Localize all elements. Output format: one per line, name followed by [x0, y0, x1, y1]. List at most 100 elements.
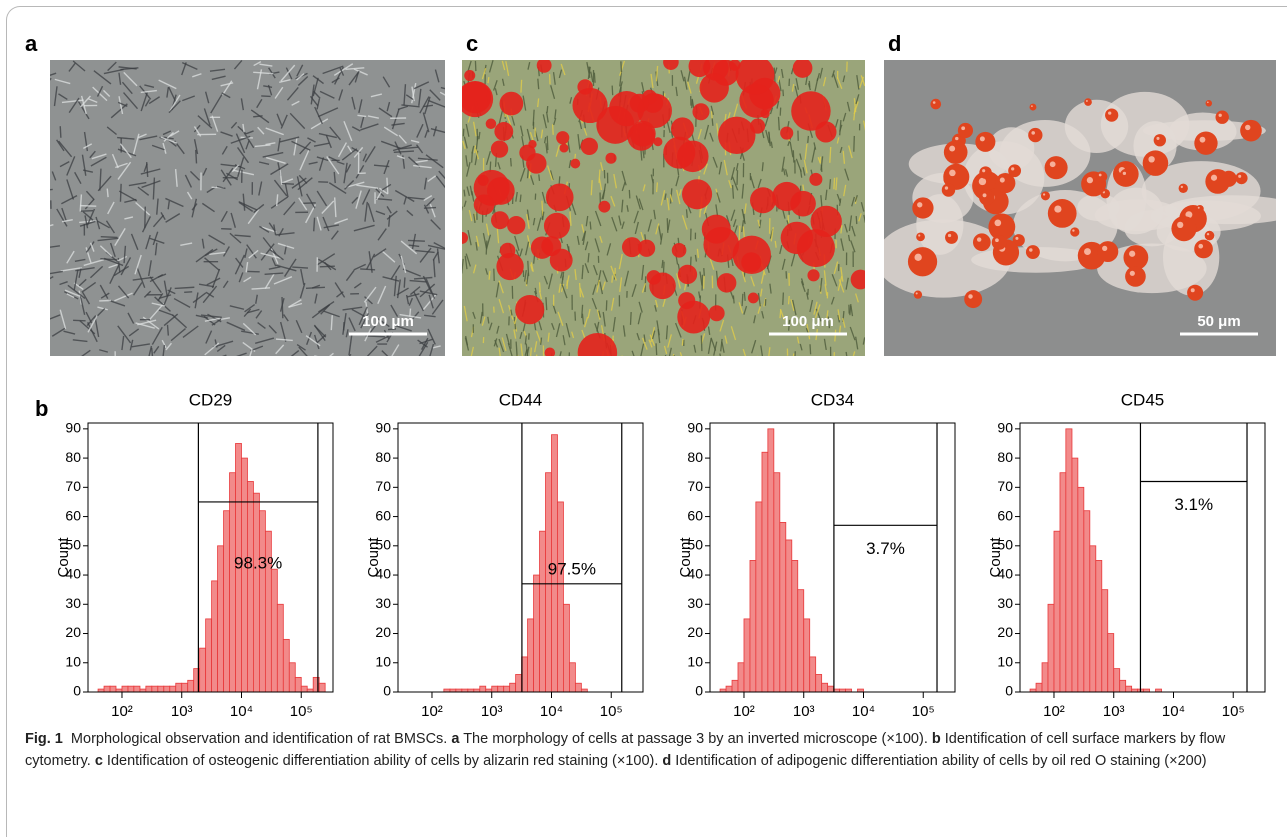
texture — [712, 118, 713, 126]
texture — [686, 209, 687, 218]
histogram-bar — [1126, 686, 1132, 692]
texture — [704, 268, 705, 276]
lipid-droplet — [1205, 231, 1215, 241]
texture — [733, 185, 734, 199]
y-tick-label: 90 — [65, 420, 81, 436]
texture — [682, 339, 683, 346]
lipid-droplet — [945, 231, 958, 244]
histogram-bar — [1108, 634, 1114, 692]
texture — [1054, 205, 1061, 212]
y-tick-label: 50 — [375, 537, 391, 553]
stain-blob — [663, 137, 695, 169]
histogram-bar — [1036, 683, 1042, 692]
gate-percentage: 3.1% — [1174, 495, 1213, 514]
lipid-droplet — [979, 166, 991, 178]
lipid-droplet — [916, 232, 925, 241]
texture — [531, 348, 532, 356]
stain-blob — [672, 243, 687, 258]
stain-blob — [793, 58, 813, 78]
stain-blob — [491, 140, 508, 157]
texture — [1200, 137, 1206, 143]
histogram-bar — [480, 686, 486, 692]
texture — [917, 202, 922, 207]
lipid-droplet — [930, 99, 941, 110]
stain-blob — [556, 131, 569, 144]
y-tick-label: 0 — [383, 683, 391, 699]
gate-percentage: 3.7% — [866, 539, 905, 558]
texture — [783, 90, 784, 97]
texture — [739, 226, 740, 241]
texture — [366, 336, 385, 337]
histogram-bar — [510, 683, 516, 692]
stain-blob — [478, 175, 489, 186]
texture — [282, 183, 294, 184]
stain-blob — [515, 295, 544, 324]
texture — [789, 296, 790, 304]
caption-label: c — [95, 753, 103, 769]
stain-blob — [491, 211, 509, 229]
histogram-bar — [822, 683, 828, 692]
histogram-bar — [732, 680, 738, 692]
lipid-droplet — [1235, 172, 1247, 184]
texture — [1031, 131, 1035, 135]
texture — [1219, 114, 1222, 117]
texture — [945, 186, 948, 189]
stain-blob — [718, 117, 755, 154]
histogram-bar — [289, 663, 295, 692]
lipid-droplet — [1041, 191, 1050, 200]
histogram-bar — [158, 686, 164, 692]
texture — [314, 218, 315, 232]
texture — [665, 355, 667, 370]
chart-title: CD29 — [189, 390, 232, 409]
stain-blob — [717, 273, 736, 292]
lipid-droplet — [1030, 104, 1037, 111]
texture — [667, 218, 668, 233]
texture — [995, 238, 999, 242]
texture — [540, 282, 541, 292]
texture — [671, 355, 675, 370]
texture — [184, 292, 192, 293]
histogram-bar — [762, 452, 768, 692]
texture — [1000, 178, 1005, 183]
stain-blob — [570, 159, 580, 169]
texture — [612, 275, 613, 282]
lipid-droplet — [973, 233, 991, 251]
stain-blob — [464, 70, 475, 81]
histogram-bar — [247, 481, 253, 692]
x-tick-label: 10³ — [171, 703, 193, 720]
y-tick-label: 10 — [65, 653, 81, 669]
y-tick-label: 50 — [65, 537, 81, 553]
x-tick-label: 10⁵ — [600, 703, 623, 720]
y-tick-label: 20 — [687, 624, 703, 640]
texture — [511, 158, 512, 166]
texture — [983, 193, 987, 197]
texture — [968, 294, 972, 298]
texture — [338, 354, 351, 368]
histogram-bar — [1066, 429, 1072, 692]
lipid-droplet — [958, 123, 973, 138]
texture — [1087, 177, 1093, 183]
texture — [733, 295, 734, 303]
y-tick-label: 50 — [687, 537, 703, 553]
x-tick-label: 10² — [1043, 703, 1065, 720]
texture — [795, 351, 796, 364]
y-tick-label: 0 — [695, 683, 703, 699]
stain-blob — [678, 265, 697, 284]
lipid-droplet — [1143, 150, 1169, 176]
x-tick-label: 10⁵ — [912, 703, 935, 720]
texture — [80, 211, 93, 212]
texture — [1156, 137, 1159, 140]
histogram-bar — [1048, 604, 1054, 692]
y-tick-label: 40 — [997, 566, 1013, 582]
lipid-droplet — [1120, 169, 1133, 182]
texture — [521, 80, 522, 93]
texture — [528, 261, 529, 276]
histogram-bar — [295, 677, 301, 692]
texture — [744, 292, 745, 301]
stain-blob — [671, 117, 694, 140]
histogram-bar — [271, 569, 277, 692]
caption-text: Identification of osteogenic differentia… — [103, 753, 663, 769]
histogram-bar — [164, 686, 170, 692]
stain-blob — [815, 121, 836, 142]
y-tick-label: 30 — [687, 595, 703, 611]
